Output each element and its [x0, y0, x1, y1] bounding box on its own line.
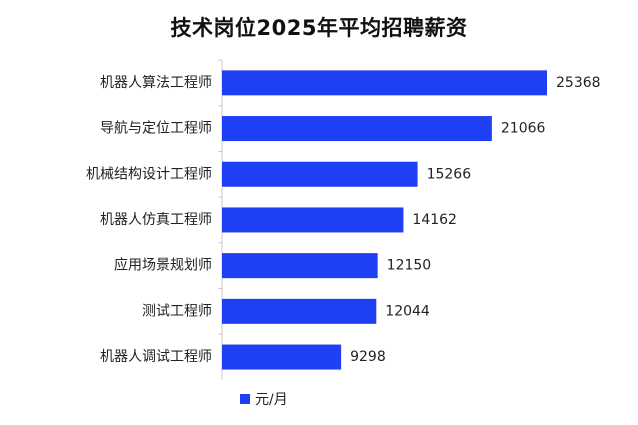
category-label: 机器人算法工程师: [100, 75, 212, 91]
bar: [222, 298, 377, 324]
bar: [222, 207, 404, 233]
category-label: 机器人仿真工程师: [100, 212, 212, 228]
data-label: 15266: [427, 166, 472, 182]
data-label: 12044: [385, 303, 430, 319]
bar: [222, 344, 342, 370]
category-label: 测试工程师: [142, 303, 212, 319]
legend-swatch: [240, 394, 250, 404]
data-label: 25368: [556, 75, 601, 91]
category-label: 应用场景规划师: [114, 257, 212, 274]
category-label: 导航与定位工程师: [100, 121, 212, 137]
bar: [222, 253, 378, 279]
legend: 元/月: [240, 389, 288, 409]
bar: [222, 161, 418, 187]
category-label: 机器人调试工程师: [100, 349, 212, 365]
legend-label: 元/月: [255, 392, 288, 408]
data-label: 21066: [501, 121, 546, 137]
data-label: 14162: [412, 212, 457, 228]
data-label: 9298: [350, 349, 386, 365]
bar: [222, 116, 492, 142]
data-label: 12150: [387, 258, 432, 274]
bar: [222, 70, 547, 96]
chart-title: 技术岗位2025年平均招聘薪资: [170, 16, 468, 40]
category-label: 机械结构设计工程师: [86, 166, 212, 182]
